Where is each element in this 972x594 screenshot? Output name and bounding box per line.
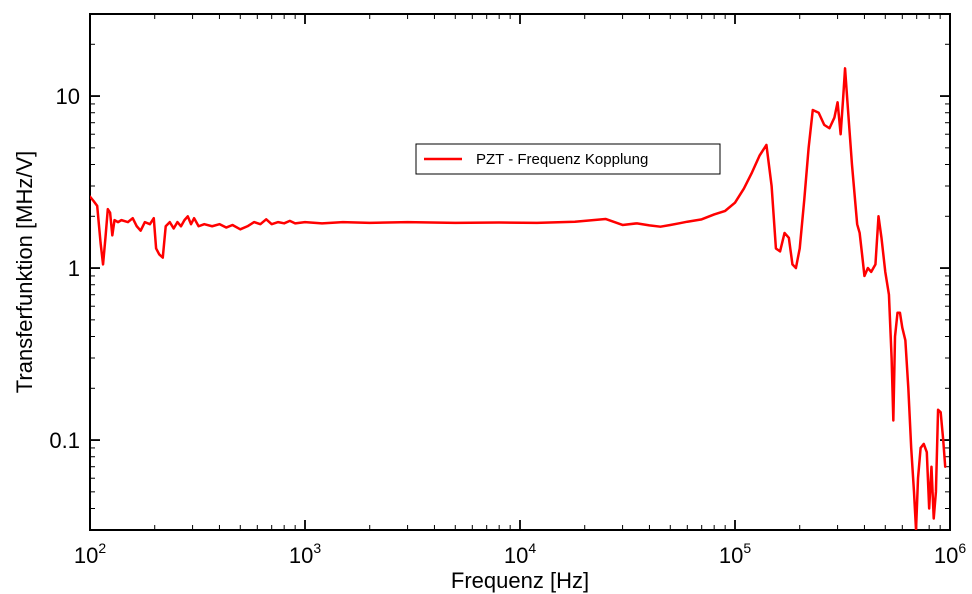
x-tick-label-exponent: 4 [528, 540, 536, 556]
y-tick-label: 10 [56, 84, 80, 109]
y-axis-tick-labels: 0.1 1 10 [49, 84, 80, 453]
x-tick-label-base: 10 [74, 543, 98, 568]
x-tick-label: 105 [719, 540, 751, 568]
x-tick-label-base: 10 [719, 543, 743, 568]
legend-box [415, 143, 721, 175]
x-tick-label-base: 10 [289, 543, 313, 568]
plot-frame [89, 13, 951, 531]
legend: PZT - Frequenz Kopplung [415, 143, 721, 175]
x-axis-title: Frequenz [Hz] [451, 568, 589, 593]
x-tick-label: 106 [934, 540, 966, 568]
x-tick-label: 103 [289, 540, 321, 568]
x-tick-label-exponent: 6 [958, 540, 966, 556]
x-axis-ticks [89, 14, 951, 530]
legend-label: PZT - Frequenz Kopplung [476, 151, 648, 168]
x-tick-label-base: 10 [504, 543, 528, 568]
y-tick-label: 0.1 [49, 428, 80, 453]
x-tick-label-exponent: 5 [743, 540, 751, 556]
y-axis-ticks [90, 13, 950, 531]
x-tick-label-exponent: 3 [313, 540, 321, 556]
series-group [90, 67, 947, 530]
x-tick-label: 104 [504, 540, 536, 568]
y-axis-title: Transferfunktion [MHz/V] [12, 151, 37, 393]
series-line [90, 67, 947, 530]
x-tick-label: 102 [74, 540, 106, 568]
x-tick-label-base: 10 [934, 543, 958, 568]
x-axis-tick-labels: 102 103 104 105 106 [74, 540, 966, 568]
y-tick-label: 1 [68, 256, 80, 281]
x-tick-label-exponent: 2 [98, 540, 106, 556]
